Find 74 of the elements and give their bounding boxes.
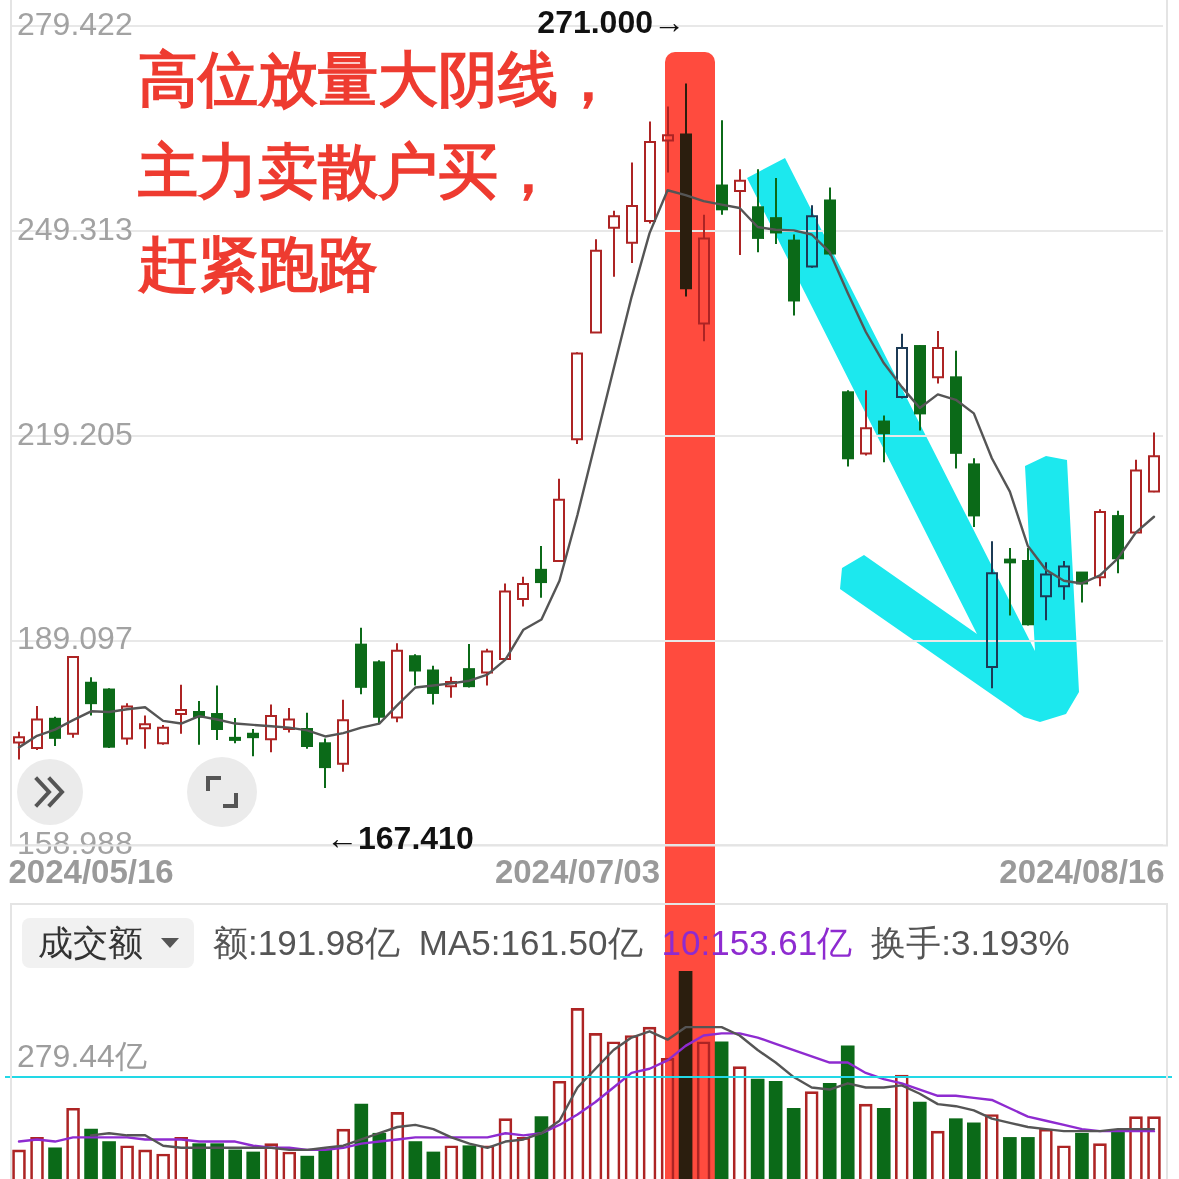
bar <box>840 1045 855 1179</box>
bar <box>948 1118 963 1179</box>
dropdown: 成交额 <box>22 918 194 968</box>
bar <box>408 1141 423 1179</box>
bar <box>372 1132 387 1179</box>
annotation: 271.000→ <box>537 4 685 40</box>
candlestick <box>535 545 547 599</box>
candlestick <box>391 642 403 724</box>
bar <box>210 1143 225 1179</box>
bar <box>714 1041 729 1179</box>
bar <box>192 1143 206 1179</box>
text: 额:191.98亿 <box>213 921 400 964</box>
candlestick <box>553 477 565 562</box>
candlestick <box>265 703 277 754</box>
x-tick-label: 2024/07/03 <box>494 853 661 891</box>
bar <box>426 1151 441 1179</box>
annotation: 高位放量大阴线， <box>138 45 618 115</box>
bar <box>354 1103 369 1179</box>
bar <box>102 1141 116 1179</box>
chart-title: 成交额 <box>38 921 143 964</box>
bar <box>822 1082 837 1179</box>
candlestick <box>932 330 944 385</box>
bar <box>534 1116 549 1179</box>
annotation: 赶紧跑路 <box>138 230 378 300</box>
candlestick <box>13 730 25 761</box>
bar <box>300 1155 315 1179</box>
candlestick <box>806 204 818 268</box>
bar <box>228 1149 243 1179</box>
bar <box>1111 1130 1125 1179</box>
candlestick <box>247 728 259 758</box>
bar <box>48 1147 62 1179</box>
bar <box>786 1107 801 1179</box>
candlestick <box>1148 431 1160 493</box>
bar <box>768 1080 783 1179</box>
annotation: ←167.410 <box>326 820 474 856</box>
candlestick <box>608 209 620 278</box>
candlestick <box>85 676 97 717</box>
bar <box>750 1078 765 1179</box>
bar <box>678 971 693 1179</box>
candlestick <box>1058 559 1070 601</box>
candlestick <box>409 653 421 687</box>
bar <box>1075 1132 1089 1179</box>
candlestick <box>229 717 241 745</box>
candlestick <box>662 105 674 174</box>
y-tick-label: 279.422 <box>17 6 133 43</box>
candlestick <box>734 168 746 256</box>
candlestick <box>986 540 998 690</box>
bar <box>967 1122 981 1179</box>
candlestick <box>860 389 872 457</box>
candlestick <box>644 120 656 225</box>
candlestick <box>590 238 602 334</box>
bar <box>84 1128 98 1179</box>
text: MA5:161.50亿 <box>418 921 643 964</box>
y-tick-label: 249.313 <box>17 210 133 247</box>
candlestick <box>337 698 349 773</box>
candlestick <box>698 213 710 343</box>
bar <box>912 1101 927 1179</box>
bar <box>876 1107 891 1179</box>
bar <box>318 1149 333 1179</box>
candlestick <box>139 714 151 750</box>
y-tick-label: 189.097 <box>17 620 133 657</box>
bar <box>1003 1137 1017 1179</box>
ref-line-label: 279.44亿 <box>17 1037 147 1074</box>
x-tick-label: 2024/08/16 <box>999 853 1165 891</box>
candlestick <box>175 683 187 735</box>
bar <box>462 1145 477 1179</box>
candlestick <box>626 161 638 265</box>
text: 换手:3.193% <box>871 921 1070 964</box>
bar <box>1021 1137 1035 1179</box>
y-tick-label: 219.205 <box>17 415 133 452</box>
annotation: 主力卖散户买， <box>138 137 558 207</box>
candlestick <box>878 414 890 464</box>
candlestick <box>1040 561 1052 622</box>
bar <box>246 1151 261 1179</box>
